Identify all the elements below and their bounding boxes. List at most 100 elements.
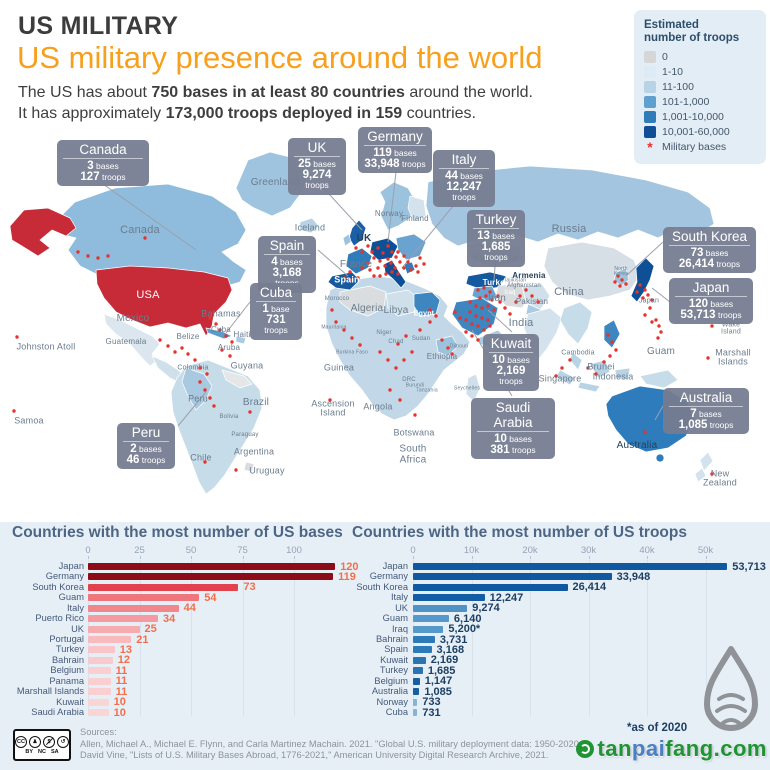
legend-swatch bbox=[644, 51, 656, 63]
military-base-dot bbox=[203, 388, 207, 392]
military-base-dot bbox=[173, 350, 177, 354]
map-country-label: Afghanistan bbox=[507, 282, 541, 289]
bar bbox=[88, 625, 140, 633]
callout-leader-line bbox=[387, 171, 397, 243]
map-country-label: Argentina bbox=[233, 446, 275, 457]
military-base-dot bbox=[610, 340, 614, 344]
military-base-dot bbox=[158, 338, 162, 342]
callout-leader-line bbox=[102, 183, 197, 251]
military-base-dot bbox=[370, 250, 374, 254]
x-axis-tick bbox=[294, 556, 295, 559]
bar-category-label: Kuwait bbox=[56, 696, 84, 707]
page-kicker: US MILITARY bbox=[18, 12, 179, 40]
military-base-dot bbox=[413, 413, 417, 417]
bar-category-label: Italy bbox=[390, 592, 408, 603]
map-country-label: Belize bbox=[176, 331, 200, 341]
military-base-dot bbox=[464, 318, 468, 322]
military-base-dot bbox=[386, 244, 390, 248]
military-base-dot bbox=[12, 409, 16, 413]
desc-line2-pre: It has approximately bbox=[18, 105, 166, 122]
military-base-dot bbox=[378, 259, 382, 263]
island-java bbox=[577, 381, 601, 393]
x-axis-tick bbox=[139, 556, 141, 559]
bar bbox=[88, 677, 111, 685]
military-base-dot bbox=[390, 270, 394, 274]
military-base-dot bbox=[643, 288, 647, 292]
military-base-dot bbox=[464, 330, 468, 334]
x-axis-tick-label: 50 bbox=[185, 545, 197, 556]
military-base-dot bbox=[624, 282, 628, 286]
military-base-dot bbox=[376, 266, 380, 270]
callout-leader-line bbox=[487, 309, 513, 333]
military-base-dot bbox=[418, 328, 422, 332]
military-base-dot bbox=[389, 261, 393, 265]
country-ireland bbox=[342, 233, 352, 247]
chart-gridline bbox=[530, 560, 531, 716]
military-base-dot bbox=[208, 316, 212, 320]
callout-bases-row: 120 bases bbox=[688, 298, 734, 310]
military-base-dot bbox=[641, 296, 645, 300]
military-base-dot bbox=[586, 366, 590, 370]
military-base-dot bbox=[524, 288, 528, 292]
military-base-dot bbox=[193, 358, 197, 362]
military-base-dot bbox=[536, 300, 540, 304]
map-country-label: Finland bbox=[401, 213, 429, 223]
map-country-label: Mauritania bbox=[321, 324, 347, 331]
map-country-label: Peru bbox=[188, 393, 208, 404]
military-base-dot bbox=[594, 372, 598, 376]
callout-canada: Canada 3 bases 127 troops bbox=[57, 140, 149, 186]
x-axis-tick bbox=[647, 556, 648, 559]
callout-peru: Peru 2 bases 46 troops bbox=[117, 423, 175, 469]
military-base-dot bbox=[434, 314, 438, 318]
callout-country-name: Spain bbox=[264, 238, 310, 255]
legend-swatch bbox=[644, 81, 656, 93]
legend-item-label: 101-1,000 bbox=[662, 96, 710, 108]
map-country-label: Iran bbox=[487, 292, 507, 304]
bar bbox=[413, 646, 432, 654]
military-base-dot bbox=[396, 250, 400, 254]
map-country-label: Ascension Island bbox=[311, 398, 355, 418]
military-base-dot bbox=[458, 316, 462, 320]
country-china-shape bbox=[543, 241, 641, 301]
bar bbox=[88, 563, 336, 570]
military-base-dot bbox=[86, 254, 90, 258]
callout-uk: UK 25 bases 9,274 troops bbox=[288, 138, 346, 195]
aljazeera-logo-icon bbox=[700, 645, 762, 754]
military-base-dot bbox=[186, 352, 190, 356]
chart-gridline bbox=[588, 560, 590, 716]
military-base-dot bbox=[378, 350, 382, 354]
military-base-dot bbox=[498, 300, 502, 304]
military-base-dot bbox=[608, 354, 612, 358]
military-base-dot bbox=[657, 324, 661, 328]
map-country-label: Brazil bbox=[242, 396, 270, 408]
military-base-dot bbox=[376, 246, 380, 250]
military-base-dot bbox=[356, 276, 360, 280]
bar-value-label: 54 bbox=[204, 591, 217, 604]
callout-country-name: Turkey bbox=[473, 212, 519, 229]
military-base-dot bbox=[635, 290, 639, 294]
map-country-label: Niger bbox=[376, 329, 392, 336]
callout-troops-row: 26,414 troops bbox=[678, 257, 741, 270]
bar-value-label: 2,169 bbox=[430, 654, 459, 667]
military-base-dot bbox=[354, 246, 358, 250]
cc-by-icon: ♟ bbox=[29, 735, 41, 748]
country-new-zealand-south bbox=[694, 467, 707, 483]
sources-line2: David Vine, "Lists of U.S. Military Base… bbox=[80, 750, 549, 760]
country-peru-shape bbox=[181, 367, 213, 411]
island-sumatra bbox=[555, 369, 576, 386]
bar-category-label: UK bbox=[395, 602, 408, 613]
map-country-label: Armenia bbox=[512, 270, 546, 280]
map-country-label: Canada bbox=[120, 224, 160, 237]
callout-troops-row: 2,169 troops bbox=[496, 364, 526, 386]
military-base-dot bbox=[386, 257, 390, 261]
map-country-label: Chile bbox=[190, 452, 212, 463]
watermark-part1: tan bbox=[597, 736, 632, 761]
callout-bases-row: 25 bases bbox=[298, 158, 336, 170]
legend-item: 101-1,000 bbox=[644, 96, 756, 108]
chart-gridline bbox=[294, 560, 295, 716]
bar-value-label: 25 bbox=[144, 623, 157, 636]
military-base-dot bbox=[384, 272, 388, 276]
map-country-label: Guyana bbox=[230, 360, 264, 371]
military-base-dot bbox=[76, 250, 80, 254]
desc-line1-bold: 750 bases in at least 80 countries bbox=[151, 84, 405, 101]
